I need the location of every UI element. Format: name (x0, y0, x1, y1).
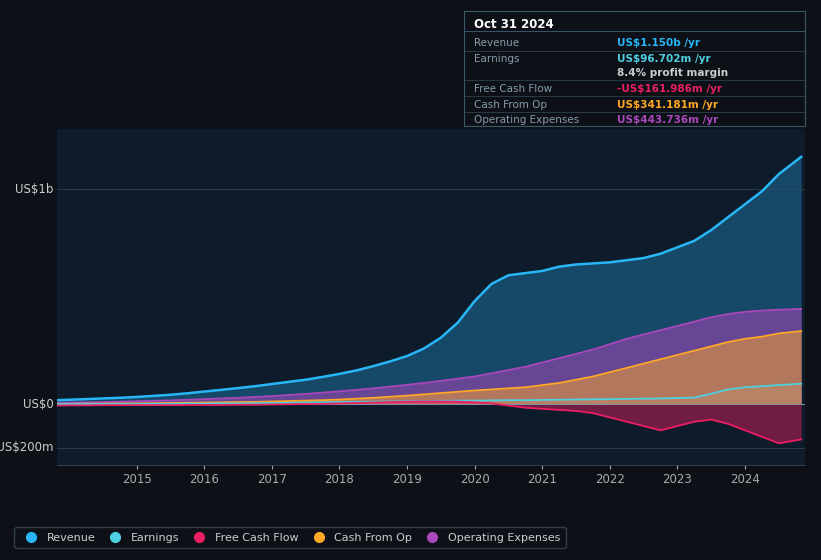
Text: Revenue: Revenue (474, 38, 519, 48)
Text: US$1.150b /yr: US$1.150b /yr (617, 38, 700, 48)
Text: -US$200m: -US$200m (0, 441, 53, 454)
Text: US$443.736m /yr: US$443.736m /yr (617, 115, 718, 125)
Text: US$1b: US$1b (16, 183, 53, 195)
Legend: Revenue, Earnings, Free Cash Flow, Cash From Op, Operating Expenses: Revenue, Earnings, Free Cash Flow, Cash … (15, 527, 566, 548)
Text: US$96.702m /yr: US$96.702m /yr (617, 54, 711, 64)
Text: Oct 31 2024: Oct 31 2024 (474, 18, 554, 31)
Text: Free Cash Flow: Free Cash Flow (474, 84, 553, 94)
Text: -US$161.986m /yr: -US$161.986m /yr (617, 84, 722, 94)
Text: Earnings: Earnings (474, 54, 520, 64)
Text: 8.4% profit margin: 8.4% profit margin (617, 68, 728, 78)
Text: US$0: US$0 (23, 398, 53, 411)
Text: US$341.181m /yr: US$341.181m /yr (617, 100, 718, 110)
Text: Cash From Op: Cash From Op (474, 100, 547, 110)
Text: Operating Expenses: Operating Expenses (474, 115, 580, 125)
